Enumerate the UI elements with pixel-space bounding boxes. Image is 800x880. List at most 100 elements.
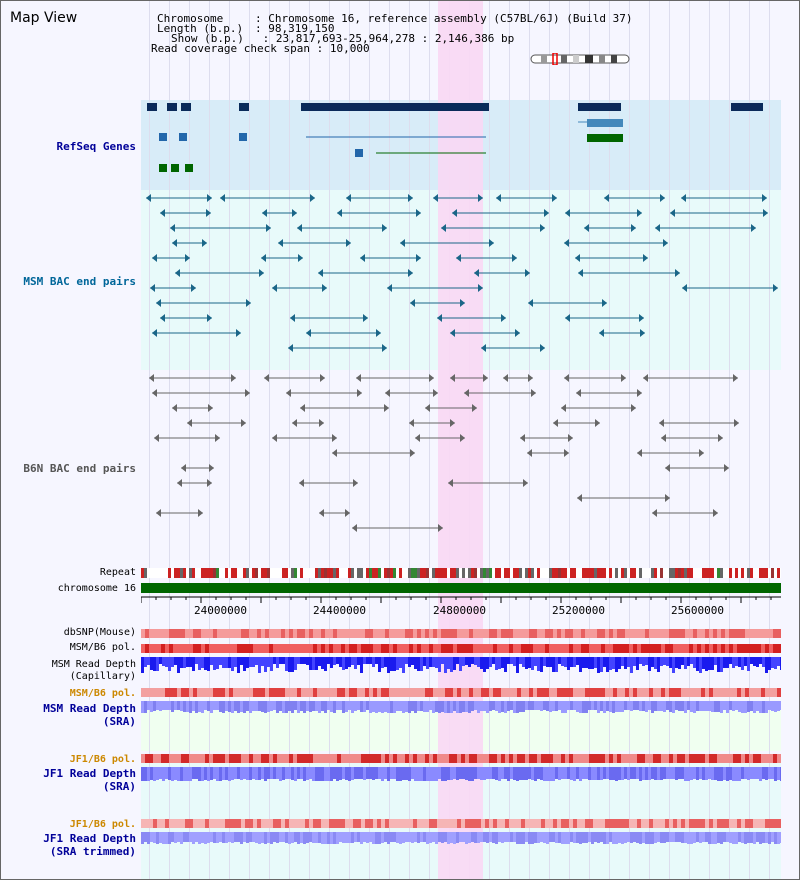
- msm-read-depth-capillary-bar[interactable]: [462, 657, 465, 666]
- msm-read-depth-sra-bar[interactable]: [144, 701, 147, 713]
- b6n-bac-pair-end[interactable]: [577, 494, 582, 502]
- msm-b6-pol-sra-strip[interactable]: [253, 688, 257, 697]
- msm-read-depth-capillary-bar[interactable]: [654, 657, 657, 669]
- repeat-segment[interactable]: [576, 568, 579, 578]
- jf1-read-depth-trimmed-bar[interactable]: [696, 832, 699, 842]
- msm-read-depth-sra-bar[interactable]: [153, 701, 156, 711]
- msm-b6-pol-sra-strip[interactable]: [397, 688, 401, 697]
- msm-b6-pol-strip[interactable]: [197, 644, 201, 653]
- msm-b6-pol-strip[interactable]: [449, 644, 453, 653]
- msm-read-depth-sra-bar[interactable]: [480, 701, 483, 711]
- b6n-bac-pair-end[interactable]: [665, 494, 670, 502]
- jf1-read-depth-sra-bar[interactable]: [369, 767, 372, 779]
- repeat-segment[interactable]: [321, 568, 324, 578]
- jf1-read-depth-trimmed-bar[interactable]: [669, 832, 672, 842]
- msm-bac-pair-end[interactable]: [515, 329, 520, 337]
- jf1-read-depth-sra-bar[interactable]: [648, 767, 651, 780]
- jf1-b6-pol-trim-strip[interactable]: [341, 819, 345, 828]
- refseq-gene-exon[interactable]: [239, 103, 249, 111]
- msm-read-depth-sra-bar[interactable]: [489, 701, 492, 711]
- jf1-read-depth-sra-bar[interactable]: [195, 767, 198, 779]
- jf1-read-depth-trimmed-bar[interactable]: [534, 832, 537, 843]
- msm-read-depth-sra-bar[interactable]: [309, 701, 312, 712]
- jf1-read-depth-trimmed-bar[interactable]: [153, 832, 156, 843]
- repeat-segment[interactable]: [741, 568, 744, 578]
- jf1-b6-pol-strip[interactable]: [253, 754, 257, 763]
- msm-read-depth-sra-bar[interactable]: [456, 701, 459, 713]
- b6n-bac-pair-end[interactable]: [409, 419, 414, 427]
- jf1-read-depth-sra-bar[interactable]: [690, 767, 693, 780]
- dbsnp-strip[interactable]: [745, 629, 749, 638]
- msm-b6-pol-sra-strip[interactable]: [749, 688, 753, 697]
- jf1-b6-pol-trim-strip[interactable]: [661, 819, 665, 828]
- jf1-read-depth-sra-bar[interactable]: [342, 767, 345, 779]
- jf1-b6-pol-trim-strip[interactable]: [713, 819, 717, 828]
- msm-read-depth-sra-bar[interactable]: [732, 701, 735, 711]
- msm-bac-pair-end[interactable]: [156, 299, 161, 307]
- jf1-read-depth-sra-bar[interactable]: [768, 767, 771, 779]
- msm-read-depth-sra-bar[interactable]: [393, 701, 396, 713]
- msm-read-depth-sra-bar[interactable]: [450, 701, 453, 713]
- jf1-read-depth-trimmed-bar[interactable]: [711, 832, 714, 844]
- jf1-read-depth-sra-bar[interactable]: [693, 767, 696, 779]
- msm-b6-pol-sra-strip[interactable]: [453, 688, 457, 697]
- jf1-b6-pol-trim-strip[interactable]: [629, 819, 633, 828]
- repeat-segment[interactable]: [291, 568, 294, 578]
- msm-read-depth-capillary-bar[interactable]: [327, 657, 330, 664]
- jf1-b6-pol-strip[interactable]: [753, 754, 757, 763]
- msm-read-depth-capillary-bar[interactable]: [234, 657, 237, 667]
- refseq-gene-exon[interactable]: [171, 164, 179, 172]
- msm-b6-pol-sra-strip[interactable]: [177, 688, 181, 697]
- b6n-bac-pair-end[interactable]: [245, 389, 250, 397]
- msm-read-depth-capillary-bar[interactable]: [141, 657, 144, 673]
- jf1-read-depth-trimmed-bar[interactable]: [660, 832, 663, 843]
- jf1-read-depth-sra-bar[interactable]: [612, 767, 615, 780]
- repeat-segment[interactable]: [771, 568, 774, 578]
- refseq-gene-exon[interactable]: [239, 133, 247, 141]
- jf1-read-depth-trimmed-bar[interactable]: [270, 832, 273, 844]
- jf1-read-depth-trimmed-bar[interactable]: [393, 832, 396, 842]
- dbsnp-strip[interactable]: [185, 629, 189, 638]
- jf1-b6-pol-trim-strip[interactable]: [633, 819, 637, 828]
- jf1-b6-pol-strip[interactable]: [405, 754, 409, 763]
- msm-b6-pol-strip[interactable]: [245, 644, 249, 653]
- repeat-segment[interactable]: [678, 568, 681, 578]
- jf1-read-depth-trimmed-bar[interactable]: [558, 832, 561, 843]
- jf1-b6-pol-strip[interactable]: [357, 754, 361, 763]
- msm-read-depth-sra-bar[interactable]: [201, 701, 204, 713]
- msm-read-depth-capillary-bar[interactable]: [708, 657, 711, 670]
- msm-b6-pol-sra-strip[interactable]: [273, 688, 277, 697]
- jf1-b6-pol-strip[interactable]: [337, 754, 341, 763]
- jf1-b6-pol-strip[interactable]: [681, 754, 685, 763]
- jf1-b6-pol-strip[interactable]: [497, 754, 501, 763]
- repeat-segment[interactable]: [420, 568, 423, 578]
- jf1-read-depth-trimmed-bar[interactable]: [522, 832, 525, 844]
- msm-bac-pair-end[interactable]: [578, 269, 583, 277]
- msm-read-depth-capillary-bar[interactable]: [345, 657, 348, 669]
- jf1-read-depth-sra-bar[interactable]: [636, 767, 639, 779]
- jf1-b6-pol-strip[interactable]: [557, 754, 561, 763]
- jf1-read-depth-sra-bar[interactable]: [474, 767, 477, 779]
- repeat-segment[interactable]: [279, 568, 282, 578]
- msm-read-depth-sra-bar[interactable]: [306, 701, 309, 711]
- msm-read-depth-capillary-bar[interactable]: [207, 657, 210, 671]
- msm-read-depth-capillary-bar[interactable]: [246, 657, 249, 668]
- msm-read-depth-sra-bar[interactable]: [249, 701, 252, 713]
- jf1-read-depth-trimmed-bar[interactable]: [417, 832, 420, 843]
- jf1-b6-pol-trim-strip[interactable]: [313, 819, 317, 828]
- msm-b6-pol-strip[interactable]: [417, 644, 421, 653]
- repeat-segment[interactable]: [582, 568, 585, 578]
- repeat-segment[interactable]: [270, 568, 273, 578]
- msm-b6-pol-sra-strip[interactable]: [429, 688, 433, 697]
- msm-read-depth-capillary-bar[interactable]: [291, 657, 294, 672]
- msm-b6-pol-sra-strip[interactable]: [313, 688, 317, 697]
- dbsnp-strip[interactable]: [769, 629, 773, 638]
- msm-bac-pair-end[interactable]: [478, 284, 483, 292]
- msm-b6-pol-sra-strip[interactable]: [625, 688, 629, 697]
- jf1-read-depth-sra-bar[interactable]: [672, 767, 675, 779]
- jf1-read-depth-sra-bar[interactable]: [582, 767, 585, 779]
- jf1-b6-pol-trim-strip[interactable]: [169, 819, 173, 828]
- msm-read-depth-capillary-bar[interactable]: [150, 657, 153, 670]
- msm-read-depth-sra-bar[interactable]: [435, 701, 438, 712]
- repeat-segment[interactable]: [360, 568, 363, 578]
